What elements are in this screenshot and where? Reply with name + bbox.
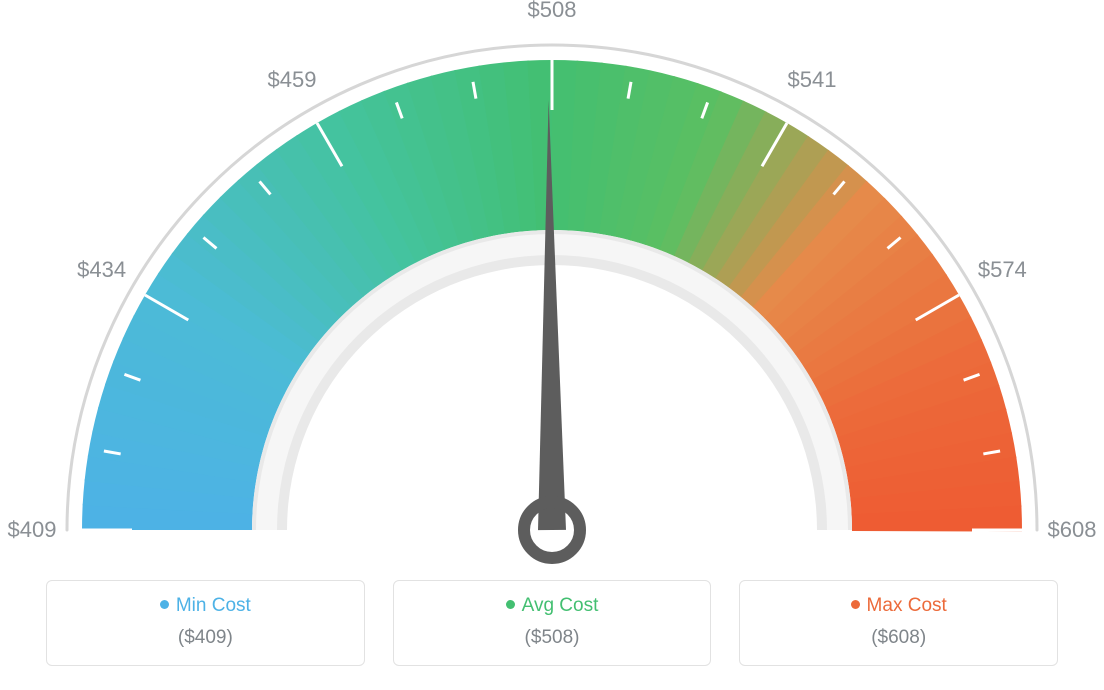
gauge-area: $409 $434 $459 $508 $541 $574 $608 [0,0,1104,560]
gauge-tick-label: $409 [8,517,57,543]
gauge-tick-label: $574 [978,257,1027,283]
legend-title-max: Max Cost [750,595,1047,617]
legend-label-min: Min Cost [176,595,251,616]
legend-title-avg: Avg Cost [404,595,701,617]
legend-label-avg: Avg Cost [522,595,599,616]
legend-dot-min [160,600,169,609]
gauge-tick-label: $608 [1048,517,1097,543]
gauge-tick-label: $434 [77,257,126,283]
legend-card-min: Min Cost ($409) [46,580,365,666]
legend-value-avg: ($508) [404,627,701,649]
legend-dot-avg [506,600,515,609]
legend-value-min: ($409) [57,627,354,649]
cost-gauge-chart: $409 $434 $459 $508 $541 $574 $608 Min Cost ($… [0,0,1104,690]
legend-value-max: ($608) [750,627,1047,649]
gauge-tick-label: $508 [528,0,577,23]
legend-card-avg: Avg Cost ($508) [393,580,712,666]
legend-row: Min Cost ($409) Avg Cost ($508) Max Cost… [46,580,1058,666]
gauge-tick-label: $541 [788,67,837,93]
legend-dot-max [851,600,860,609]
legend-title-min: Min Cost [57,595,354,617]
legend-card-max: Max Cost ($608) [739,580,1058,666]
gauge-tick-label: $459 [268,67,317,93]
gauge-svg [0,10,1104,570]
legend-label-max: Max Cost [867,595,947,616]
